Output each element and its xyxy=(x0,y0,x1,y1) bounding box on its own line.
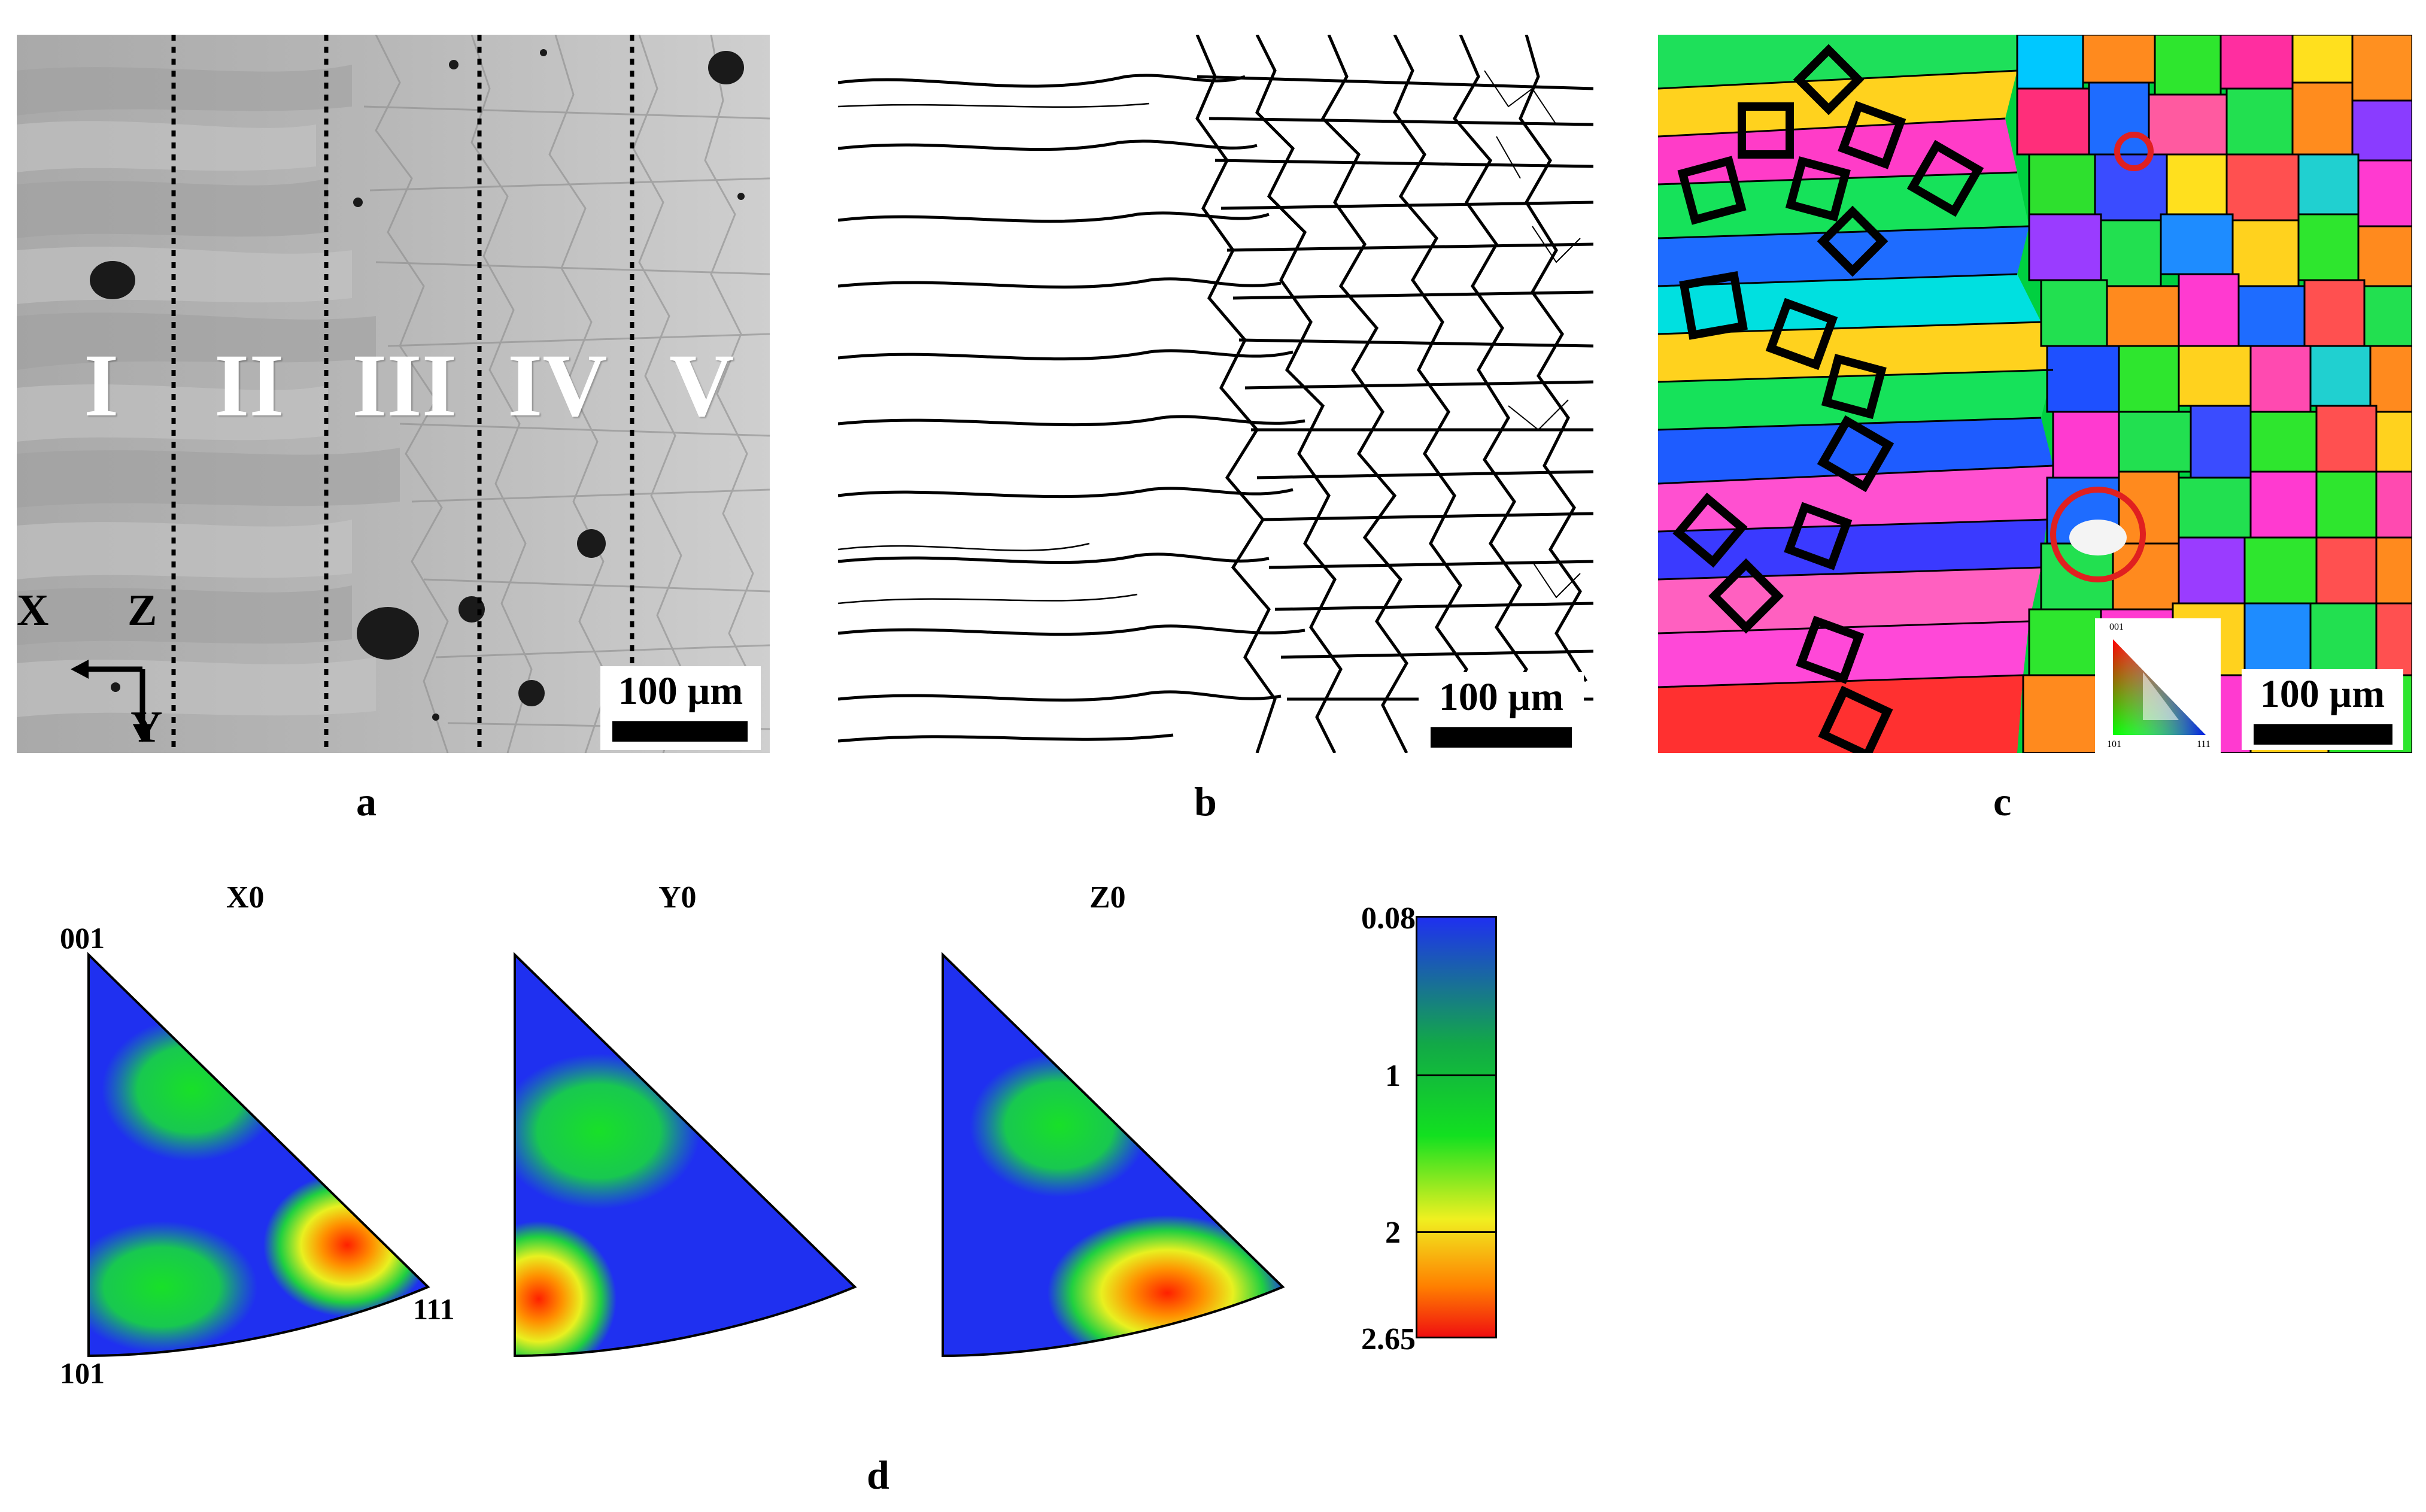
ipf-color-legend: 001 101 111 xyxy=(2095,618,2221,753)
panel-letter-a: a xyxy=(356,779,376,824)
colorbar-label-2: 2 xyxy=(1385,1216,1401,1250)
colorbar xyxy=(1416,916,1497,1338)
ipf-triangles xyxy=(87,952,1285,1358)
panel-b-boundary-map: 100 µm xyxy=(838,35,1593,753)
legend-label-101: 101 xyxy=(2107,739,2121,749)
scale-bar-b-text: 100 µm xyxy=(1438,675,1564,719)
scale-bar-a: 100 µm xyxy=(600,666,761,750)
corner-label-101: 101 xyxy=(60,1356,105,1390)
panel-letter-b: b xyxy=(1194,779,1217,824)
panel-letter-c: c xyxy=(1993,779,2012,824)
ebsd-orientation-map xyxy=(1658,35,2412,753)
legend-label-001: 001 xyxy=(2109,622,2124,632)
corner-label-001: 001 xyxy=(60,921,105,955)
legend-label-111: 111 xyxy=(2197,739,2211,749)
panel-letter-d: d xyxy=(867,1452,889,1498)
colorbar-tick-1 xyxy=(1417,1074,1495,1076)
colorbar-tick-2 xyxy=(1417,1231,1495,1233)
scale-bar-b-line xyxy=(1431,727,1572,748)
zone-label-2: II xyxy=(214,336,284,435)
axis-y-label: Y xyxy=(130,703,163,752)
panel-c-ebsd-map: 001 101 111 100 µm xyxy=(1658,35,2412,753)
panel-a-micrograph: I II III IV V X Z Y 100 µm xyxy=(17,35,770,753)
scale-bar-a-line xyxy=(612,721,748,742)
highlight-circle-large xyxy=(2050,487,2146,582)
ipf-title-x0: X0 xyxy=(226,881,265,915)
ipf-legend-triangle xyxy=(2113,639,2206,735)
grain-structure-a xyxy=(17,35,770,753)
zone-label-3: III xyxy=(352,336,457,435)
ipf-title-z0: Z0 xyxy=(1089,881,1126,915)
highlight-circle-small xyxy=(2114,132,2154,171)
scale-bar-c: 100 µm xyxy=(2242,669,2403,750)
scale-bar-c-text: 100 µm xyxy=(2260,672,2385,716)
scale-bar-b: 100 µm xyxy=(1419,672,1584,753)
cube-glyphs xyxy=(1672,44,1984,753)
scale-bar-c-line xyxy=(2254,724,2392,745)
axis-x-label: X xyxy=(17,586,49,635)
zone-label-4: IV xyxy=(508,336,608,435)
scale-bar-a-text: 100 µm xyxy=(618,669,743,713)
zone-label-1: I xyxy=(84,336,119,435)
colorbar-label-max: 0.08 xyxy=(1361,901,1416,936)
corner-label-111: 111 xyxy=(413,1292,455,1326)
ipf-x0 xyxy=(89,955,428,1356)
zone-label-5: V xyxy=(669,336,734,435)
axis-z-label: Z xyxy=(127,586,157,635)
grain-boundaries-b xyxy=(838,35,1593,753)
ipf-title-y0: Y0 xyxy=(658,881,697,915)
colorbar-label-1: 1 xyxy=(1385,1059,1401,1093)
ipf-z0 xyxy=(943,955,1283,1356)
coordinate-axes xyxy=(71,660,152,742)
ipf-y0 xyxy=(515,955,855,1356)
colorbar-label-min: 2.65 xyxy=(1361,1322,1416,1356)
